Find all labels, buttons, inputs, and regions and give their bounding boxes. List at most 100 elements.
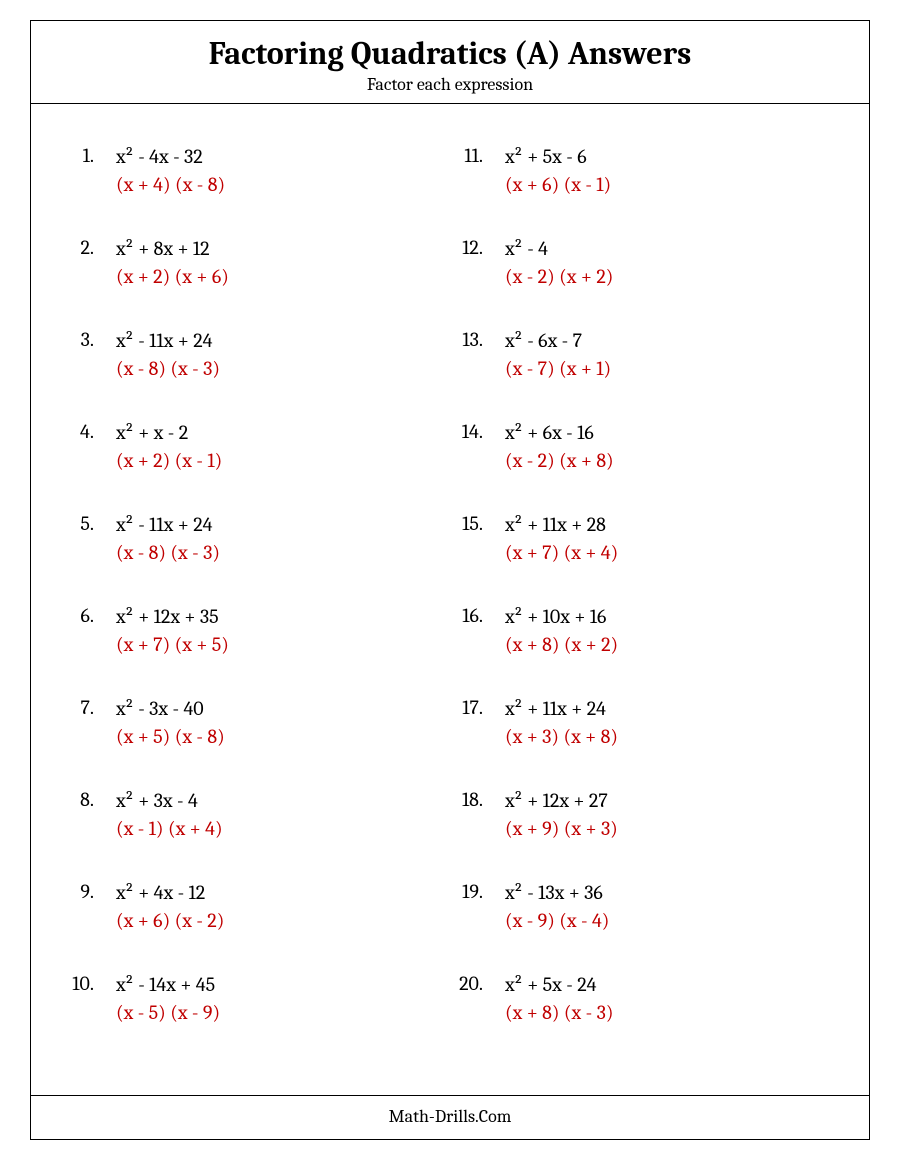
expression: x² + 4x - 12: [116, 880, 450, 906]
problem-body: x² + 11x + 28 (x + 7) (x + 4): [505, 512, 839, 566]
answer: (x + 8) (x - 3): [505, 1000, 839, 1026]
expression: x² + 11x + 24: [505, 696, 839, 722]
problem-row: 14. x² + 6x - 16 (x - 2) (x + 8): [450, 420, 839, 474]
problem-number: 11.: [450, 144, 505, 198]
answer: (x + 2) (x + 6): [116, 264, 450, 290]
problem-number: 3.: [61, 328, 116, 382]
problem-number: 12.: [450, 236, 505, 290]
answer: (x + 2) (x - 1): [116, 448, 450, 474]
answer: (x + 8) (x + 2): [505, 632, 839, 658]
answer: (x + 4) (x - 8): [116, 172, 450, 198]
problem-body: x² - 4 (x - 2) (x + 2): [505, 236, 839, 290]
expression: x² + 5x - 6: [505, 144, 839, 170]
worksheet-page: Factoring Quadratics (A) Answers Factor …: [30, 20, 870, 1140]
problem-number: 15.: [450, 512, 505, 566]
page-subtitle: Factor each expression: [31, 74, 869, 95]
problem-row: 8. x² + 3x - 4 (x - 1) (x + 4): [61, 788, 450, 842]
problem-number: 8.: [61, 788, 116, 842]
problem-row: 7. x² - 3x - 40 (x + 5) (x - 8): [61, 696, 450, 750]
expression: x² + x - 2: [116, 420, 450, 446]
problem-body: x² - 11x + 24 (x - 8) (x - 3): [116, 512, 450, 566]
problem-row: 1. x² - 4x - 32 (x + 4) (x - 8): [61, 144, 450, 198]
content-area: 1. x² - 4x - 32 (x + 4) (x - 8) 2. x² + …: [31, 104, 869, 1095]
problem-row: 13. x² - 6x - 7 (x - 7) (x + 1): [450, 328, 839, 382]
problem-row: 17. x² + 11x + 24 (x + 3) (x + 8): [450, 696, 839, 750]
answer: (x - 7) (x + 1): [505, 356, 839, 382]
problem-number: 18.: [450, 788, 505, 842]
problem-number: 19.: [450, 880, 505, 934]
problem-number: 6.: [61, 604, 116, 658]
expression: x² - 4x - 32: [116, 144, 450, 170]
answer: (x + 6) (x - 2): [116, 908, 450, 934]
problem-number: 16.: [450, 604, 505, 658]
answer: (x - 2) (x + 2): [505, 264, 839, 290]
answer: (x - 8) (x - 3): [116, 540, 450, 566]
problem-number: 7.: [61, 696, 116, 750]
problem-body: x² + 11x + 24 (x + 3) (x + 8): [505, 696, 839, 750]
expression: x² + 10x + 16: [505, 604, 839, 630]
problem-body: x² + 6x - 16 (x - 2) (x + 8): [505, 420, 839, 474]
problem-body: x² + 12x + 27 (x + 9) (x + 3): [505, 788, 839, 842]
problem-number: 10.: [61, 972, 116, 1026]
problem-row: 15. x² + 11x + 28 (x + 7) (x + 4): [450, 512, 839, 566]
problem-row: 4. x² + x - 2 (x + 2) (x - 1): [61, 420, 450, 474]
answer: (x - 8) (x - 3): [116, 356, 450, 382]
problem-row: 11. x² + 5x - 6 (x + 6) (x - 1): [450, 144, 839, 198]
problem-body: x² + x - 2 (x + 2) (x - 1): [116, 420, 450, 474]
problem-body: x² - 3x - 40 (x + 5) (x - 8): [116, 696, 450, 750]
answer: (x + 7) (x + 5): [116, 632, 450, 658]
problem-row: 5. x² - 11x + 24 (x - 8) (x - 3): [61, 512, 450, 566]
problem-body: x² - 6x - 7 (x - 7) (x + 1): [505, 328, 839, 382]
expression: x² + 12x + 35: [116, 604, 450, 630]
expression: x² - 14x + 45: [116, 972, 450, 998]
expression: x² + 5x - 24: [505, 972, 839, 998]
expression: x² + 3x - 4: [116, 788, 450, 814]
expression: x² + 12x + 27: [505, 788, 839, 814]
expression: x² + 11x + 28: [505, 512, 839, 538]
answer: (x - 1) (x + 4): [116, 816, 450, 842]
problem-number: 9.: [61, 880, 116, 934]
problem-body: x² - 14x + 45 (x - 5) (x - 9): [116, 972, 450, 1026]
footer: Math-Drills.Com: [31, 1095, 869, 1139]
expression: x² - 6x - 7: [505, 328, 839, 354]
problem-row: 6. x² + 12x + 35 (x + 7) (x + 5): [61, 604, 450, 658]
problem-number: 20.: [450, 972, 505, 1026]
answer: (x + 7) (x + 4): [505, 540, 839, 566]
header: Factoring Quadratics (A) Answers Factor …: [31, 21, 869, 104]
problem-body: x² - 11x + 24 (x - 8) (x - 3): [116, 328, 450, 382]
problem-row: 20. x² + 5x - 24 (x + 8) (x - 3): [450, 972, 839, 1026]
problem-body: x² + 3x - 4 (x - 1) (x + 4): [116, 788, 450, 842]
page-title: Factoring Quadratics (A) Answers: [31, 35, 869, 72]
problem-number: 13.: [450, 328, 505, 382]
right-column: 11. x² + 5x - 6 (x + 6) (x - 1) 12. x² -…: [450, 144, 839, 1075]
expression: x² - 11x + 24: [116, 512, 450, 538]
problem-number: 4.: [61, 420, 116, 474]
problem-body: x² - 4x - 32 (x + 4) (x - 8): [116, 144, 450, 198]
expression: x² - 11x + 24: [116, 328, 450, 354]
problem-row: 19. x² - 13x + 36 (x - 9) (x - 4): [450, 880, 839, 934]
problem-body: x² + 8x + 12 (x + 2) (x + 6): [116, 236, 450, 290]
expression: x² - 13x + 36: [505, 880, 839, 906]
expression: x² + 6x - 16: [505, 420, 839, 446]
problem-row: 12. x² - 4 (x - 2) (x + 2): [450, 236, 839, 290]
answer: (x - 5) (x - 9): [116, 1000, 450, 1026]
problem-row: 16. x² + 10x + 16 (x + 8) (x + 2): [450, 604, 839, 658]
problem-number: 1.: [61, 144, 116, 198]
problem-body: x² + 4x - 12 (x + 6) (x - 2): [116, 880, 450, 934]
answer: (x + 6) (x - 1): [505, 172, 839, 198]
left-column: 1. x² - 4x - 32 (x + 4) (x - 8) 2. x² + …: [61, 144, 450, 1075]
expression: x² + 8x + 12: [116, 236, 450, 262]
answer: (x + 9) (x + 3): [505, 816, 839, 842]
answer: (x - 2) (x + 8): [505, 448, 839, 474]
problem-row: 9. x² + 4x - 12 (x + 6) (x - 2): [61, 880, 450, 934]
problem-number: 5.: [61, 512, 116, 566]
expression: x² - 4: [505, 236, 839, 262]
problem-number: 17.: [450, 696, 505, 750]
problem-body: x² - 13x + 36 (x - 9) (x - 4): [505, 880, 839, 934]
problem-row: 3. x² - 11x + 24 (x - 8) (x - 3): [61, 328, 450, 382]
problem-row: 2. x² + 8x + 12 (x + 2) (x + 6): [61, 236, 450, 290]
problem-body: x² + 10x + 16 (x + 8) (x + 2): [505, 604, 839, 658]
answer: (x + 5) (x - 8): [116, 724, 450, 750]
problem-row: 10. x² - 14x + 45 (x - 5) (x - 9): [61, 972, 450, 1026]
problem-body: x² + 5x - 6 (x + 6) (x - 1): [505, 144, 839, 198]
